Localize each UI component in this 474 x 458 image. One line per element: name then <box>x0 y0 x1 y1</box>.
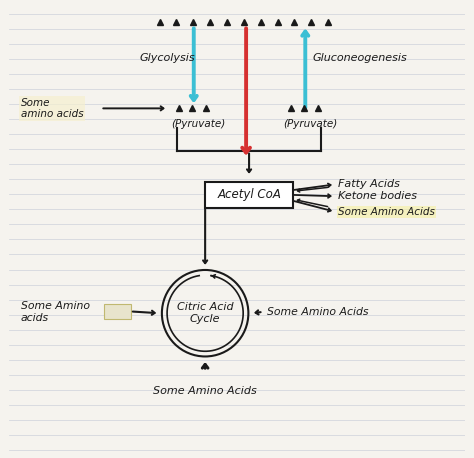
Text: Some
amino acids: Some amino acids <box>21 98 83 119</box>
Text: Citric Acid
Cycle: Citric Acid Cycle <box>177 302 234 324</box>
Text: Some Amino Acids: Some Amino Acids <box>338 207 435 217</box>
Text: Acetyl CoA: Acetyl CoA <box>217 188 281 202</box>
Text: Some Amino
acids: Some Amino acids <box>21 301 90 322</box>
Text: Glycolysis: Glycolysis <box>139 53 195 63</box>
Text: Some Amino Acids: Some Amino Acids <box>153 386 257 396</box>
Text: Fatty Acids: Fatty Acids <box>338 180 400 190</box>
Text: Ketone bodies: Ketone bodies <box>338 191 417 201</box>
FancyBboxPatch shape <box>104 304 131 319</box>
Text: Some Amino Acids: Some Amino Acids <box>266 307 368 317</box>
FancyBboxPatch shape <box>205 182 293 207</box>
Text: (Pyruvate): (Pyruvate) <box>283 120 337 130</box>
Text: (Pyruvate): (Pyruvate) <box>171 120 225 130</box>
Text: Gluconeogenesis: Gluconeogenesis <box>312 53 407 63</box>
